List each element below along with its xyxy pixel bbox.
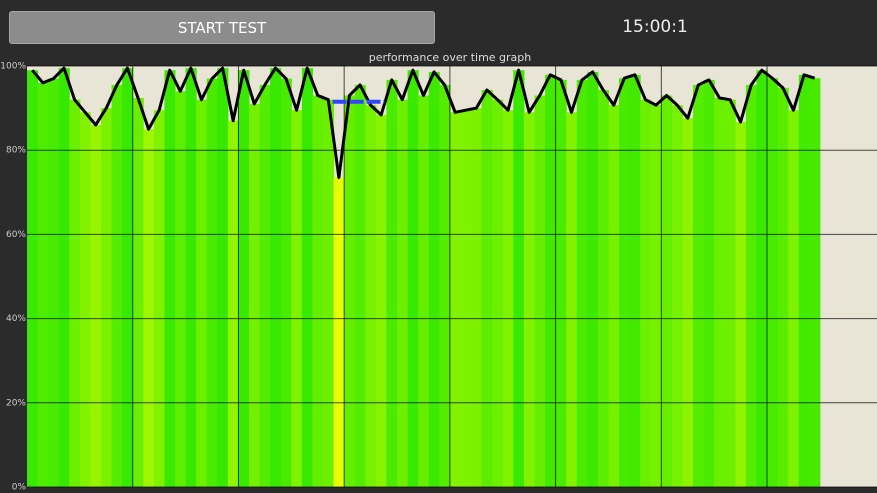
performance-stripe [587,71,599,488]
performance-stripe [597,89,609,487]
performance-stripe [545,74,557,487]
performance-stripe [354,84,366,487]
performance-stripe [756,70,768,488]
performance-stripe [312,95,324,487]
performance-stripe [323,99,335,488]
performance-stripe [449,112,461,487]
performance-stripe [714,97,726,487]
performance-stripe [428,71,440,488]
performance-stripe [143,129,155,487]
performance-stripe [724,99,736,488]
performance-stripe [333,177,345,487]
performance-stripe [471,108,483,487]
performance-stripe [640,99,652,488]
y-tick-label: 20% [6,398,26,408]
performance-stripe [767,78,779,488]
performance-stripe [27,70,39,488]
performance-stripe [682,118,694,487]
performance-stripe [365,105,377,487]
performance-stripe [502,110,514,487]
performance-stripe [619,78,631,488]
performance-stripe [439,84,451,487]
performance-stripe [175,91,187,487]
performance-stripe [735,121,747,488]
performance-stripe [101,108,113,487]
performance-stripe [90,124,102,487]
performance-stripe [344,95,356,487]
performance-stripe [576,79,588,487]
performance-stripe [492,99,504,488]
performance-stripe [693,84,705,487]
performance-stripe [69,99,81,488]
performance-stripe [608,105,620,487]
performance-stripe [397,99,409,488]
performance-stripe [79,112,91,487]
performance-stripe [809,78,821,488]
performance-stripe [745,84,757,487]
performance-stripe [206,78,218,487]
performance-stripe [196,99,208,488]
performance-stripe [566,112,578,487]
performance-stripe [386,79,398,487]
performance-stripe [481,89,493,487]
y-tick-label: 40% [6,314,26,324]
performance-stripe [703,79,715,487]
performance-stripe [48,78,60,487]
performance-stripe [291,110,303,487]
performance-stripe [227,120,239,487]
performance-stripe [249,103,261,487]
performance-stripe [460,110,472,487]
performance-stripe [111,84,123,487]
performance-stripe [407,70,419,488]
performance-stripe [788,110,800,487]
performance-stripe [153,110,165,487]
performance-stripe [185,68,197,487]
performance-stripe [555,79,567,487]
performance-stripe [301,68,313,487]
timer: 15:00:1 [622,17,688,37]
performance-stripe [523,112,535,487]
performance-stripe [661,95,673,487]
performance-stripe [217,68,229,487]
performance-stripe [122,68,134,487]
performance-stripe [164,70,176,488]
performance-stripe [132,97,144,487]
y-tick-label: 60% [6,230,26,240]
performance-line [31,66,816,180]
y-tick-label: 0% [12,483,27,493]
performance-stripe [280,78,292,487]
chart-title: performance over time graph [369,51,532,64]
y-tick-label: 80% [6,146,26,156]
performance-stripe [37,82,49,487]
performance-stripe [418,95,430,487]
performance-stripe [259,84,271,487]
performance-stripe [650,105,662,487]
performance-stripe [270,68,282,487]
performance-stripe [671,105,683,487]
performance-stripe [629,74,641,487]
y-tick-label: 100% [0,62,26,72]
performance-stripe [58,68,70,487]
start-button[interactable]: START TEST [9,11,435,44]
performance-stripe [375,114,387,487]
performance-stripe [777,87,789,487]
performance-stripe [238,70,250,488]
performance-stripe [798,74,810,487]
performance-stripe [513,70,525,488]
performance-stripe [534,95,546,487]
